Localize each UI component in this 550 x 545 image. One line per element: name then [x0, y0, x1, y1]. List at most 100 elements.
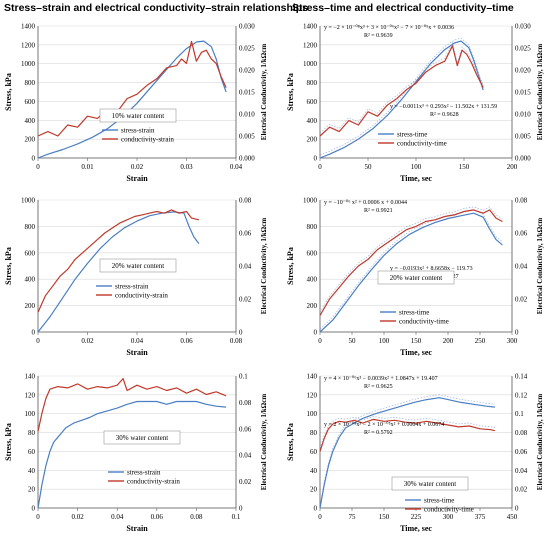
y-tick-label: 40 — [310, 467, 318, 475]
y2-tick-label: 0.06 — [515, 448, 528, 456]
x-tick-label: 100 — [411, 163, 422, 171]
annotation-label: 20% water content — [112, 262, 165, 270]
trendline — [319, 41, 484, 134]
y-tick-label: 600 — [25, 249, 36, 257]
x-tick-label: 100 — [379, 337, 390, 345]
x-tick-label: 0.02 — [131, 163, 144, 171]
legend-label: conductivity-strain — [115, 292, 168, 300]
annotation-box — [391, 476, 469, 491]
x-tick-label: 0.02 — [81, 337, 94, 345]
y-tick-label: 1000 — [303, 60, 318, 68]
annotation-label: 30% water content — [116, 434, 169, 442]
y-tick-label: 1200 — [303, 41, 318, 49]
conductivity-strain-line — [37, 378, 227, 432]
y2-tick-label: 0.000 — [239, 155, 255, 163]
legend-label: stress-time — [399, 309, 429, 317]
y-tick-label: 60 — [310, 448, 318, 456]
x-tick-label: 450 — [507, 513, 518, 521]
y2-tick-label: 0.010 — [515, 111, 531, 119]
y2-tick-label: 0.04 — [239, 263, 252, 271]
y2-tick-label: 0.06 — [239, 230, 252, 238]
annotation-label: 10% water content — [112, 112, 165, 120]
legend-label: conductivity-time — [399, 318, 449, 326]
x-axis-label: Time, sec — [400, 524, 432, 533]
y-tick-label: 400 — [307, 276, 318, 284]
y-axis-label: Stress, kPa — [4, 247, 13, 285]
conductivity-time-line — [319, 418, 496, 452]
y-tick-label: 600 — [307, 98, 318, 106]
y2-tick-label: 0.030 — [515, 23, 531, 31]
x-tick-label: 0 — [36, 337, 40, 345]
chart-panel-6: 0 20 40 60 80 100 120 140 0 0.02 0.04 0.06 0.08 0.1 0.… — [286, 373, 544, 534]
y2-axis-label: Electrical Conductivity, 1/kΩcm — [260, 44, 268, 141]
annotation-label: 30% water content — [404, 480, 457, 488]
trendline — [319, 206, 503, 313]
y2-tick-label: 0.030 — [239, 23, 255, 31]
r-squared: R² = 0.9639 — [364, 33, 393, 39]
y-tick-label: 800 — [25, 223, 36, 231]
r-squared: R² = 0.5792 — [364, 430, 393, 436]
y-tick-label: 0 — [32, 505, 36, 513]
x-tick-label: 0 — [318, 163, 322, 171]
legend-label: conductivity-time — [397, 140, 447, 148]
y-tick-label: 800 — [25, 79, 36, 87]
trend-equation: y = −2 × 10⁻⁰⁸x³ + 3 × 10⁻⁰⁶x² − 7 × 10⁻… — [324, 24, 454, 31]
y2-tick-label: 0 — [239, 505, 243, 513]
y2-tick-label: 0.005 — [239, 133, 255, 141]
y2-axis-label: Electrical Conductivity, 1/kΩcm — [536, 394, 544, 491]
y-tick-label: 20 — [28, 486, 36, 494]
y2-tick-label: 0.06 — [239, 425, 252, 433]
y2-tick-label: 0.02 — [515, 486, 528, 494]
y-tick-label: 80 — [28, 429, 36, 437]
y-tick-label: 0 — [314, 155, 318, 163]
x-tick-label: 300 — [443, 513, 454, 521]
x-tick-label: 0 — [36, 163, 40, 171]
legend-label: stress-strain — [127, 469, 161, 477]
x-tick-label: 0.04 — [230, 163, 243, 171]
y2-tick-label: 0.1 — [515, 410, 524, 418]
y2-tick-label: 0.000 — [515, 155, 531, 163]
y-axis-label: Stress, kPa — [286, 247, 295, 285]
y2-tick-label: 0.02 — [239, 296, 252, 304]
y2-tick-label: 0.025 — [239, 45, 255, 53]
x-tick-label: 300 — [507, 337, 518, 345]
y2-axis-label: Electrical Conductivity, 1/kΩcm — [536, 44, 544, 141]
y-tick-label: 120 — [25, 391, 36, 399]
x-axis-label: Time, sec — [400, 348, 432, 357]
annotation-box — [99, 258, 177, 273]
trend-equation: y = 2 × 10⁻⁰⁸x³ − 2 × 10⁻⁰⁵x² + 0.0004x … — [324, 421, 444, 428]
y2-tick-label: 0.04 — [515, 467, 528, 475]
r-squared: R² = 0.9625 — [364, 384, 393, 390]
stress-strain-line — [37, 400, 227, 509]
x-tick-label: 0 — [318, 513, 322, 521]
legend-label: conductivity-strain — [121, 136, 174, 144]
y2-tick-label: 0.12 — [515, 391, 528, 399]
y2-tick-label: 0.005 — [515, 133, 531, 141]
y2-tick-label: 0.14 — [515, 373, 528, 381]
trendline — [319, 394, 495, 506]
y-tick-label: 140 — [307, 373, 318, 381]
x-tick-label: 250 — [475, 337, 486, 345]
trend-equation: y = −0.0011x³ + 0.293x² − 11.502x + 131.… — [390, 104, 497, 110]
y-tick-label: 1400 — [303, 23, 318, 31]
y-axis-label: Stress, kPa — [4, 423, 13, 461]
y-tick-label: 200 — [307, 302, 318, 310]
x-tick-label: 150 — [459, 163, 470, 171]
y-tick-label: 200 — [307, 136, 318, 144]
y2-axis-label: Electrical Conductivity, 1/kΩcm — [536, 218, 544, 315]
x-tick-label: 375 — [475, 513, 486, 521]
trend-equation: y = −10⁻⁰⁶ x² + 0.0006 x + 0.0044 — [324, 199, 407, 206]
x-axis-label: Strain — [126, 174, 148, 183]
conductivity-strain-line — [37, 209, 200, 313]
y-tick-label: 1000 — [303, 197, 318, 205]
y-tick-label: 200 — [25, 302, 36, 310]
legend-label: stress-time — [424, 497, 454, 505]
y2-tick-label: 0.06 — [515, 230, 528, 238]
y-tick-label: 60 — [28, 448, 36, 456]
y2-tick-label: 0.08 — [239, 399, 252, 407]
x-tick-label: 0.08 — [230, 337, 243, 345]
x-tick-label: 0.06 — [180, 337, 193, 345]
legend-label: stress-strain — [115, 283, 149, 291]
y-tick-label: 400 — [25, 117, 36, 125]
